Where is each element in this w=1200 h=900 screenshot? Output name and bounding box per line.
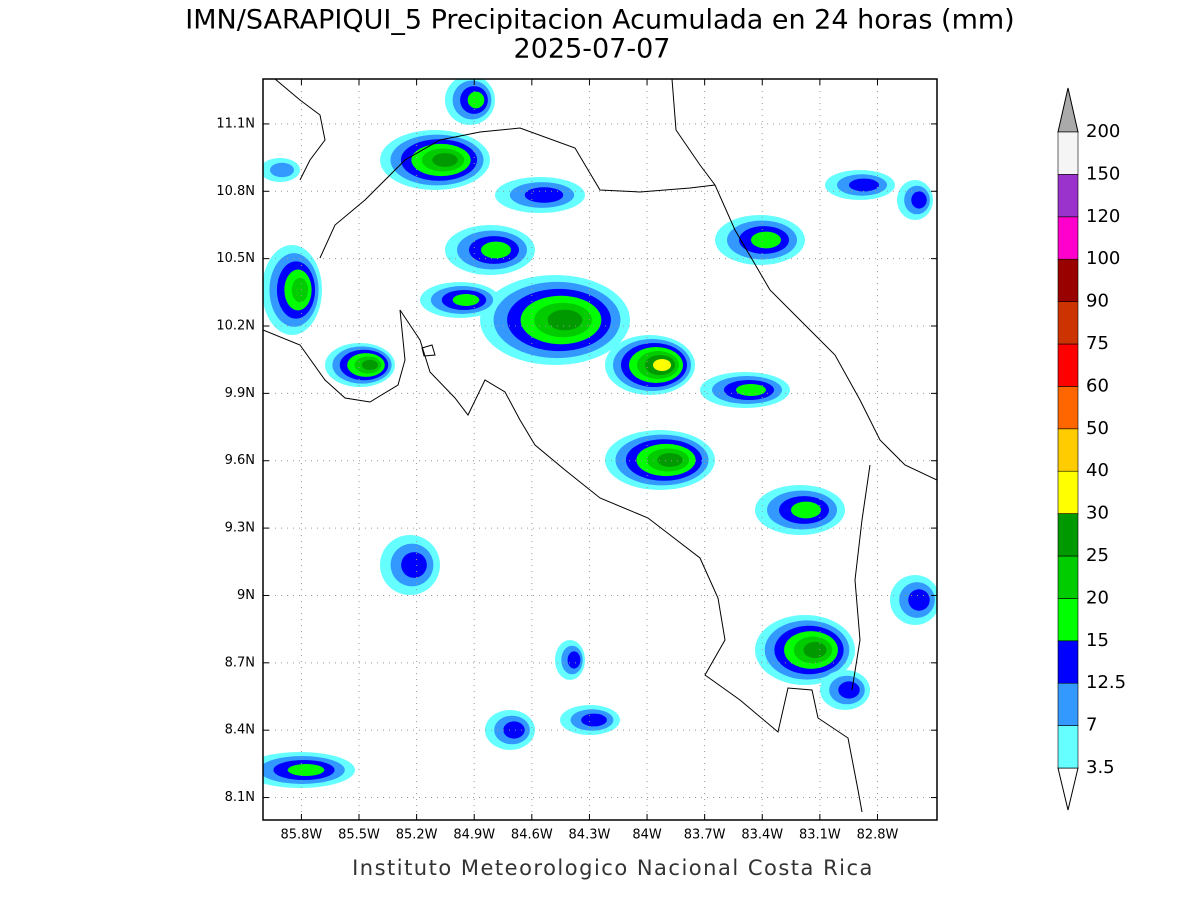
colorbar-label: 60 (1086, 375, 1109, 396)
precip-cell (481, 241, 511, 259)
precip-cell (657, 453, 683, 467)
y-tick-label: 10.8N (216, 184, 255, 199)
colorbar-bin (1057, 470, 1079, 514)
precip-cell (287, 764, 325, 776)
precip-cell (503, 721, 525, 739)
colorbar-bin (1057, 725, 1079, 769)
precip-cell (791, 501, 821, 519)
precip-cell (751, 231, 781, 249)
colorbar-label: 7 (1086, 715, 1097, 736)
colorbar-label: 90 (1086, 291, 1109, 312)
y-tick-label: 8.4N (225, 723, 255, 738)
x-tick-label: 82.8W (857, 828, 899, 843)
colorbar-label: 20 (1086, 587, 1109, 608)
precip-cell (524, 187, 564, 203)
y-tick-label: 10.5N (216, 251, 255, 266)
precip-cell (736, 384, 766, 396)
colorbar-label: 40 (1086, 460, 1109, 481)
subtitle: 2025-07-07 (514, 34, 671, 65)
colorbar-bin (1057, 343, 1079, 387)
precip-cell (581, 713, 607, 727)
x-tick-label: 83.4W (741, 828, 783, 843)
y-tick-label: 8.1N (225, 790, 255, 805)
colorbar-over (1057, 87, 1079, 133)
colorbar-under (1057, 767, 1079, 811)
precip-cell (911, 191, 927, 209)
grid: 11.1N 10.8N 10.5N 10.2N 9.9N 9.6N 9.3N 9N 8.7N 8.… (216, 79, 937, 843)
colorbar-label: 100 (1086, 248, 1120, 269)
colorbar-bin (1057, 301, 1079, 345)
x-tick-label: 85.2W (396, 828, 438, 843)
title: IMN/SARAPIQUI_5 Precipitacion Acumulada … (185, 5, 1014, 36)
colorbar-bin (1057, 640, 1079, 684)
colorbar-bin (1057, 258, 1079, 302)
colorbar-label: 75 (1086, 333, 1109, 354)
colorbar-bin (1057, 216, 1079, 260)
precip-cell (838, 681, 860, 699)
colorbar-bin (1057, 131, 1079, 175)
precip-cell (567, 651, 581, 669)
x-tick-label: 83.7W (684, 828, 726, 843)
colorbar-bin (1057, 428, 1079, 472)
x-tick-label: 84W (632, 828, 662, 843)
colorbar-label: 12.5 (1086, 672, 1126, 693)
precip-cell (467, 91, 485, 109)
precip-cell (291, 277, 309, 303)
x-tick-label: 83.1W (799, 828, 841, 843)
coastlines (263, 79, 937, 813)
precip-cell (653, 359, 671, 371)
x-tick-label: 84.3W (569, 828, 611, 843)
colorbar-label: 120 (1086, 206, 1120, 227)
precip-cell (270, 162, 294, 178)
colorbar-bin (1057, 513, 1079, 557)
colorbar-label: 25 (1086, 545, 1109, 566)
y-tick-label: 9N (237, 588, 255, 603)
precip-cell (361, 359, 379, 371)
map-frame (262, 78, 938, 821)
x-tick-label: 84.9W (453, 828, 495, 843)
colorbar: 3.5 7 12.5 15 20 25 30 40 50 60 75 90 100 120 150 200 (1057, 87, 1126, 811)
precip-field (263, 79, 937, 788)
colorbar-label: 200 (1086, 121, 1120, 142)
precip-cell (432, 153, 458, 167)
y-tick-label: 9.6N (225, 453, 255, 468)
y-tick-label: 10.2N (216, 319, 255, 334)
colorbar-bin (1057, 555, 1079, 599)
y-tick-label: 8.7N (225, 655, 255, 670)
colorbar-bin (1057, 386, 1079, 430)
x-tick-label: 84.6W (511, 828, 553, 843)
colorbar-label: 3.5 (1086, 757, 1115, 778)
colorbar-bin (1057, 174, 1079, 218)
footer: Instituto Meteorologico Nacional Costa R… (352, 856, 874, 880)
x-tick-label: 85.5W (338, 828, 380, 843)
precip-cell (547, 309, 583, 331)
colorbar-bin (1057, 682, 1079, 726)
precip-cell (849, 178, 879, 192)
colorbar-bin (1057, 598, 1079, 642)
colorbar-label: 50 (1086, 418, 1109, 439)
x-tick-label: 85.8W (280, 828, 322, 843)
precip-cell (803, 641, 827, 659)
y-tick-label: 9.9N (225, 386, 255, 401)
precip-cell (401, 552, 427, 578)
colorbar-label: 30 (1086, 503, 1109, 524)
colorbar-label: 15 (1086, 630, 1109, 651)
precip-cell (908, 589, 930, 611)
precip-cell (452, 294, 480, 306)
colorbar-label: 150 (1086, 163, 1120, 184)
y-tick-label: 11.1N (216, 116, 255, 131)
y-tick-label: 9.3N (225, 521, 255, 536)
